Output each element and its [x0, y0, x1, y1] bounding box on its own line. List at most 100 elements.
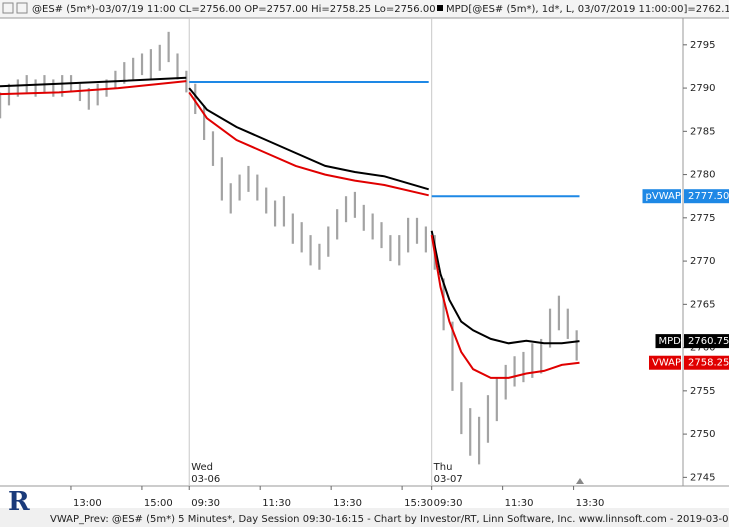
- price-bar: [415, 217, 419, 244]
- price-bar: [61, 75, 64, 97]
- price-bar: [167, 31, 170, 63]
- price-bar: [353, 191, 357, 218]
- price-bar: [149, 49, 152, 80]
- series-name: pVWAP: [646, 191, 681, 202]
- y-tick-label: 2775: [690, 213, 715, 224]
- price-bar: [575, 330, 578, 361]
- divider-day: Wed: [191, 462, 213, 473]
- y-tick-label: 2750: [690, 429, 715, 440]
- y-tick-label: 2745: [690, 472, 715, 483]
- price-bar: [16, 79, 19, 97]
- price-bar: [513, 356, 516, 387]
- price-bar: [371, 213, 374, 240]
- mpd-swatch: [437, 5, 443, 11]
- indicator-line: [189, 81, 580, 198]
- y-tick-label: 2755: [690, 386, 715, 397]
- price-bar: [282, 196, 286, 227]
- price-bar: [238, 174, 241, 201]
- price-bar: [531, 343, 534, 378]
- value-box-label: 2777.50: [688, 191, 729, 202]
- price-bar: [389, 235, 392, 262]
- price-bar: [0, 92, 2, 119]
- price-bar: [140, 53, 144, 76]
- price-bar: [123, 62, 126, 84]
- price-bar: [451, 321, 454, 391]
- price-bar: [362, 204, 365, 231]
- price-bar: [522, 351, 525, 383]
- x-tick-label: 15:00: [144, 498, 173, 509]
- y-tick-label: 2785: [690, 126, 715, 137]
- price-bar: [211, 131, 215, 166]
- y-tick-label: 2795: [690, 40, 715, 51]
- y-tick-label: 2780: [690, 170, 715, 181]
- price-bar: [158, 44, 161, 71]
- price-bar: [78, 83, 82, 102]
- series-name-box: [655, 334, 681, 349]
- price-bar: [336, 209, 339, 240]
- series-name: VWAP: [652, 358, 681, 369]
- price-bar: [469, 408, 472, 456]
- series-name-box: [649, 355, 681, 370]
- series-name: MPD: [659, 336, 682, 347]
- price-bar: [495, 377, 498, 422]
- price-bar: [229, 183, 232, 214]
- header-bar: [0, 0, 729, 18]
- price-bar: [398, 235, 401, 266]
- scroll-marker[interactable]: [576, 478, 584, 484]
- price-bar: [566, 308, 569, 339]
- price-bar: [344, 196, 348, 223]
- settings-icon[interactable]: [16, 2, 28, 14]
- price-bar: [87, 88, 90, 110]
- x-tick-label: 09:30: [191, 498, 220, 509]
- price-bar: [132, 57, 135, 80]
- series-name-box: [642, 189, 681, 204]
- price-bar: [442, 278, 445, 331]
- y-tick-label: 2765: [690, 299, 715, 310]
- footer-bar: [0, 508, 729, 527]
- price-bar: [247, 165, 250, 192]
- price-bar: [52, 79, 55, 97]
- price-bar: [380, 222, 383, 249]
- indicator-line: [0, 80, 580, 379]
- price-bar: [540, 338, 543, 374]
- price-bar: [265, 187, 268, 214]
- price-bar: [557, 295, 561, 331]
- price-bar: [34, 79, 37, 97]
- price-bar: [291, 213, 294, 244]
- price-bar: [176, 53, 179, 80]
- x-tick-label: 13:30: [576, 498, 605, 509]
- price-bar: [114, 70, 117, 89]
- price-bar: [25, 75, 28, 93]
- value-box: [684, 334, 729, 349]
- value-box-label: 2760.75: [688, 336, 729, 347]
- close-icon[interactable]: [2, 2, 14, 14]
- x-tick-label: 09:30: [434, 498, 463, 509]
- price-bar: [548, 308, 552, 348]
- logo: R: [8, 487, 30, 517]
- price-bar: [477, 416, 481, 465]
- price-bar: [256, 174, 259, 201]
- y-tick-label: 2790: [690, 83, 715, 94]
- footer: VWAP_Prev: @ES# (5m*) 5 Minutes*, Day Se…: [50, 514, 729, 525]
- x-tick-label: 15:30: [404, 498, 433, 509]
- divider-date: 03-07: [434, 474, 463, 485]
- value-box: [684, 189, 729, 204]
- price-bar: [203, 105, 206, 140]
- indicator-line: [0, 76, 580, 345]
- price-bar: [327, 226, 330, 257]
- y-tick-label: 2770: [690, 256, 715, 267]
- price-bar: [460, 382, 463, 435]
- price-bar: [185, 70, 188, 93]
- price-bar: [318, 243, 321, 270]
- price-bar: [504, 364, 507, 400]
- x-tick-label: 11:30: [505, 498, 534, 509]
- x-tick-label: 13:00: [73, 498, 102, 509]
- x-tick-label: 11:30: [262, 498, 291, 509]
- price-bar: [96, 83, 99, 106]
- price-bar: [309, 235, 312, 266]
- header-mpd: MPD[@ES# (5m*), 1d*, L, 03/07/2019 11:00…: [446, 4, 729, 15]
- price-bar: [486, 395, 490, 443]
- price-bar: [273, 200, 277, 227]
